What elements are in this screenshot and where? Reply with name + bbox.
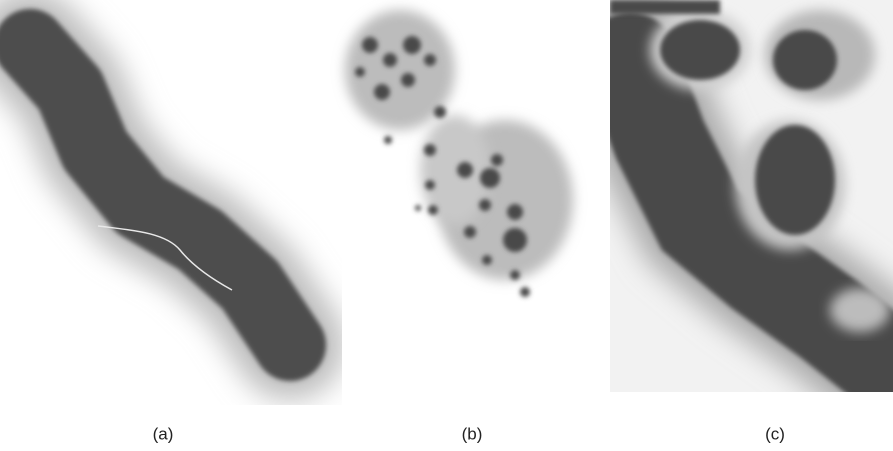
panel-b bbox=[345, 10, 573, 297]
figure: (a) (b) (c) bbox=[0, 0, 893, 451]
panel-c bbox=[610, 0, 893, 392]
caption: (c) bbox=[765, 424, 785, 443]
caption: (a) bbox=[153, 424, 174, 443]
panel-a bbox=[30, 45, 290, 345]
caption: (b) bbox=[462, 424, 483, 443]
